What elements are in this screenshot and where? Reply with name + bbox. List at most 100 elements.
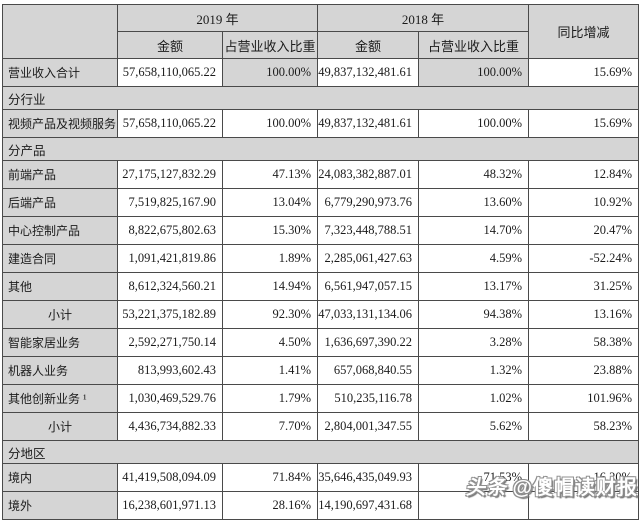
row-label: 其他 (2, 272, 118, 301)
cell-pct-2019: 100.00% (221, 58, 319, 87)
table-row: 建造合同 1,091,421,819.86 1.89% 2,285,061,427.6… (2, 244, 640, 273)
cell-amount-2019: 57,658,110,065.22 (117, 58, 223, 87)
header-row-years: 2019 年 2018 年 同比增减 (2, 4, 640, 59)
cell-amount-2019: 57,658,110,065.22 (117, 109, 223, 138)
row-label: 后端产品 (2, 188, 118, 217)
row-label: 建造合同 (2, 244, 118, 273)
cell-yoy: 10.92% (528, 188, 640, 217)
cell-pct-2018: 94.38% (418, 300, 530, 329)
cell-amount-2018: 2,804,001,347.55 (317, 412, 420, 441)
table-row: 视频产品及视频服务 57,658,110,065.22 100.00% 49,837,… (2, 109, 640, 138)
cell-pct-2019: 92.30% (221, 300, 319, 329)
table-row: 后端产品 7,519,825,167.90 13.04% 6,779,290,973.… (2, 188, 640, 217)
row-label: 小计 (2, 412, 118, 441)
revenue-breakdown-table: 2019 年 2018 年 同比增减 金额 占营业收入比重 金额 占营业收入比重… (1, 4, 640, 520)
cell-pct-2019: 71.84% (221, 463, 319, 492)
section-label: 分产品 (1, 137, 640, 161)
cell-amount-2018: 6,561,947,057.15 (317, 272, 420, 301)
cell-pct-2019: 47.13% (221, 160, 319, 189)
cell-pct-2019: 1.79% (221, 384, 319, 413)
cell-pct-2018: 100.00% (418, 58, 530, 87)
cell-amount-2018: 657,068,840.55 (317, 356, 420, 385)
cell-pct-2018: 100.00% (418, 109, 530, 138)
section-row: 分产品 (1, 137, 640, 161)
cell-amount-2019: 41,419,508,094.09 (117, 463, 223, 492)
cell-yoy: -52.24% (528, 244, 640, 273)
cell-pct-2018: 14.70% (418, 216, 530, 245)
pct-2018-header: 占营业收入比重 (418, 31, 530, 59)
cell-amount-2018: 24,083,382,887.01 (317, 160, 420, 189)
cell-pct-2019: 14.94% (221, 272, 319, 301)
cell-amount-2018: 6,779,290,973.76 (317, 188, 420, 217)
table-body: 营业收入合计 57,658,110,065.22 100.00% 49,837,132… (1, 58, 640, 520)
year-2018-header: 2018 年 (317, 4, 530, 32)
amount-2019-header: 金额 (117, 31, 223, 59)
cell-pct-2018: 1.02% (418, 384, 530, 413)
cell-amount-2019: 2,592,271,750.14 (117, 328, 223, 357)
watermark-handle: @傻帽读财报 (512, 477, 638, 499)
watermark-brand-logo: 头条 (465, 477, 511, 499)
pct-2019-header: 占营业收入比重 (221, 31, 319, 59)
cell-amount-2019: 1,030,469,529.76 (117, 384, 223, 413)
table-row: 其他创新业务 ¹ 1,030,469,529.76 1.79% 510,235,116… (2, 384, 640, 413)
cell-yoy: 101.96% (528, 384, 640, 413)
cell-pct-2018: 13.60% (418, 188, 530, 217)
cell-amount-2018: 47,033,131,134.06 (317, 300, 420, 329)
cell-pct-2019: 100.00% (221, 109, 319, 138)
cell-pct-2019: 1.89% (221, 244, 319, 273)
cell-yoy: 58.38% (528, 328, 640, 357)
cell-amount-2019: 8,822,675,802.63 (117, 216, 223, 245)
header-row-measures: 金额 占营业收入比重 金额 占营业收入比重 (3, 31, 639, 59)
table-row: 前端产品 27,175,127,832.29 47.13% 24,083,382,88… (2, 160, 640, 189)
table-row: 机器人业务 813,993,602.43 1.41% 657,068,840.55 1.… (2, 356, 640, 385)
cell-yoy: 15.69% (528, 58, 640, 87)
cell-yoy: 23.88% (528, 356, 640, 385)
row-label: 智能家居业务 (2, 328, 118, 357)
cell-amount-2019: 4,436,734,882.33 (117, 412, 223, 441)
cell-amount-2019: 8,612,324,560.21 (117, 272, 223, 301)
cell-yoy: 58.23% (528, 412, 640, 441)
cell-amount-2018: 510,235,116.78 (317, 384, 420, 413)
cell-yoy: 20.47% (528, 216, 640, 245)
cell-pct-2018: 1.32% (418, 356, 530, 385)
cell-pct-2018: 4.59% (418, 244, 530, 273)
cell-amount-2018: 7,323,448,788.51 (317, 216, 420, 245)
cell-yoy: 15.69% (528, 109, 640, 138)
table-row: 境内 41,419,508,094.09 71.84% 35,646,435,049.… (2, 463, 640, 492)
table-row: 中心控制产品 8,822,675,802.63 15.30% 7,323,448,78… (2, 216, 640, 245)
cell-amount-2018: 49,837,132,481.61 (317, 58, 420, 87)
amount-2018-header: 金额 (317, 31, 420, 59)
cell-yoy: 13.16% (528, 300, 640, 329)
yoy-header: 同比增减 (528, 4, 640, 59)
table-row: 小计 53,221,375,182.89 92.30% 47,033,131,134.… (2, 300, 640, 329)
cell-amount-2018: 35,646,435,049.93 (317, 463, 420, 492)
table-row: 小计 4,436,734,882.33 7.70% 2,804,001,347.55 5… (2, 412, 640, 441)
cell-amount-2019: 53,221,375,182.89 (117, 300, 223, 329)
row-label: 其他创新业务 ¹ (2, 384, 118, 413)
row-label: 中心控制产品 (2, 216, 118, 245)
cell-amount-2019: 1,091,421,819.86 (117, 244, 223, 273)
cell-pct-2019: 7.70% (221, 412, 319, 441)
cell-pct-2018: 5.62% (418, 412, 530, 441)
cell-amount-2019: 7,519,825,167.90 (117, 188, 223, 217)
row-label: 小计 (2, 300, 118, 329)
cell-pct-2018: 48.32% (418, 160, 530, 189)
watermark: 头条@傻帽读财报 (465, 471, 638, 500)
cell-pct-2018: 71.53% (418, 463, 530, 492)
corner-cell (2, 4, 118, 59)
year-2019-header: 2019 年 (116, 4, 319, 32)
section-row: 分地区 (1, 440, 640, 464)
row-label: 视频产品及视频服务 (2, 109, 118, 138)
table-row: 智能家居业务 2,592,271,750.14 4.50% 1,636,697,390… (2, 328, 640, 357)
cell-amount-2019: 27,175,127,832.29 (117, 160, 223, 189)
row-label: 境内 (2, 463, 118, 492)
section-label: 分地区 (1, 440, 640, 464)
cell-amount-2019: 813,993,602.43 (117, 356, 223, 385)
cell-amount-2018: 2,285,061,427.63 (317, 244, 420, 273)
cell-amount-2018: 1,636,697,390.22 (317, 328, 420, 357)
cell-amount-2018: 49,837,132,481.61 (317, 109, 420, 138)
cell-pct-2019: 15.30% (221, 216, 319, 245)
cell-yoy: 31.25% (528, 272, 640, 301)
cell-pct-2019: 4.50% (221, 328, 319, 357)
section-label: 分行业 (1, 86, 640, 110)
